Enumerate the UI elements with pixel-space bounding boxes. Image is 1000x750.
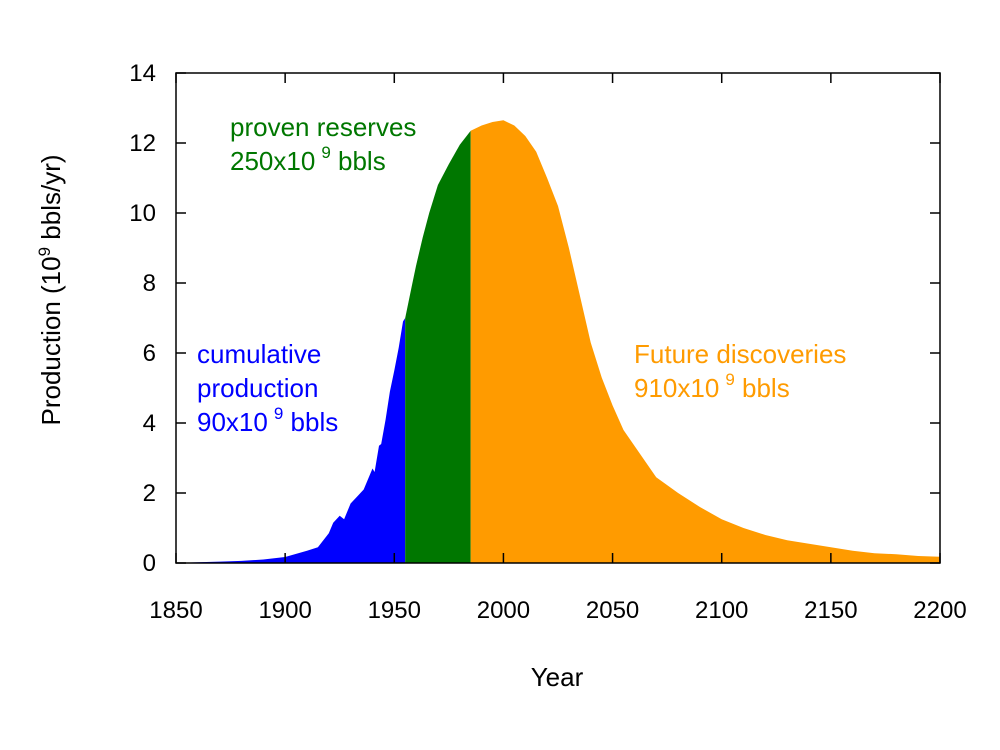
annotation-amount: 910x10 bbox=[634, 373, 719, 403]
annotation-unit: bbls bbox=[331, 146, 386, 176]
area-proven-reserves bbox=[405, 130, 471, 564]
annotation-future-discoveries: Future discoveries 910x10 9 bbls bbox=[634, 339, 846, 403]
annotation-exponent: 9 bbox=[725, 370, 734, 389]
x-tick-label-2150: 2150 bbox=[804, 597, 857, 624]
annotation-line: cumulative bbox=[197, 339, 321, 369]
x-axis-title: Year bbox=[531, 662, 584, 692]
tick-group: 1850 1900 1950 2000 2050 2100 2150 2200 0 2 4 6 8 10 1… bbox=[129, 60, 966, 624]
annotation-exponent: 9 bbox=[274, 404, 283, 423]
area-series-group bbox=[176, 120, 940, 564]
annotation-amount: 90x10 bbox=[197, 407, 268, 437]
y-axis-title-prefix: Production (10 bbox=[36, 256, 66, 425]
y-tick-label-6: 6 bbox=[143, 340, 156, 367]
y-tick-label-0: 0 bbox=[143, 550, 156, 577]
x-tick-label-2100: 2100 bbox=[695, 597, 748, 624]
x-tick-label-2050: 2050 bbox=[586, 597, 639, 624]
y-axis-title-suffix: bbls/yr) bbox=[36, 154, 66, 246]
x-tick-label-2000: 2000 bbox=[477, 597, 530, 624]
x-tick-label-1850: 1850 bbox=[149, 597, 202, 624]
annotation-unit: bbls bbox=[283, 407, 338, 437]
y-tick-label-12: 12 bbox=[129, 130, 156, 157]
y-tick-label-4: 4 bbox=[143, 410, 156, 437]
annotation-line: Future discoveries bbox=[634, 339, 846, 369]
y-tick-label-2: 2 bbox=[143, 480, 156, 507]
annotation-line: production bbox=[197, 373, 318, 403]
area-cumulative-production bbox=[176, 318, 406, 563]
area-future-discoveries bbox=[470, 120, 940, 564]
y-axis-title: Production (109 bbls/yr) bbox=[35, 154, 66, 425]
y-tick-label-14: 14 bbox=[129, 60, 156, 87]
y-tick-label-10: 10 bbox=[129, 200, 156, 227]
annotation-line: proven reserves bbox=[230, 112, 416, 142]
annotation-amount: 250x10 bbox=[230, 146, 315, 176]
annotation-exponent: 9 bbox=[321, 143, 330, 162]
x-tick-label-1950: 1950 bbox=[368, 597, 421, 624]
y-axis-title-exponent: 9 bbox=[35, 247, 54, 256]
annotation-unit: bbls bbox=[735, 373, 790, 403]
y-tick-label-8: 8 bbox=[143, 270, 156, 297]
annotation-cumulative-production: cumulative production 90x10 9 bbls bbox=[197, 339, 338, 437]
x-tick-label-1900: 1900 bbox=[258, 597, 311, 624]
annotation-proven-reserves: proven reserves 250x10 9 bbls bbox=[230, 112, 416, 176]
x-tick-label-2200: 2200 bbox=[913, 597, 966, 624]
plot-frame bbox=[175, 72, 941, 564]
